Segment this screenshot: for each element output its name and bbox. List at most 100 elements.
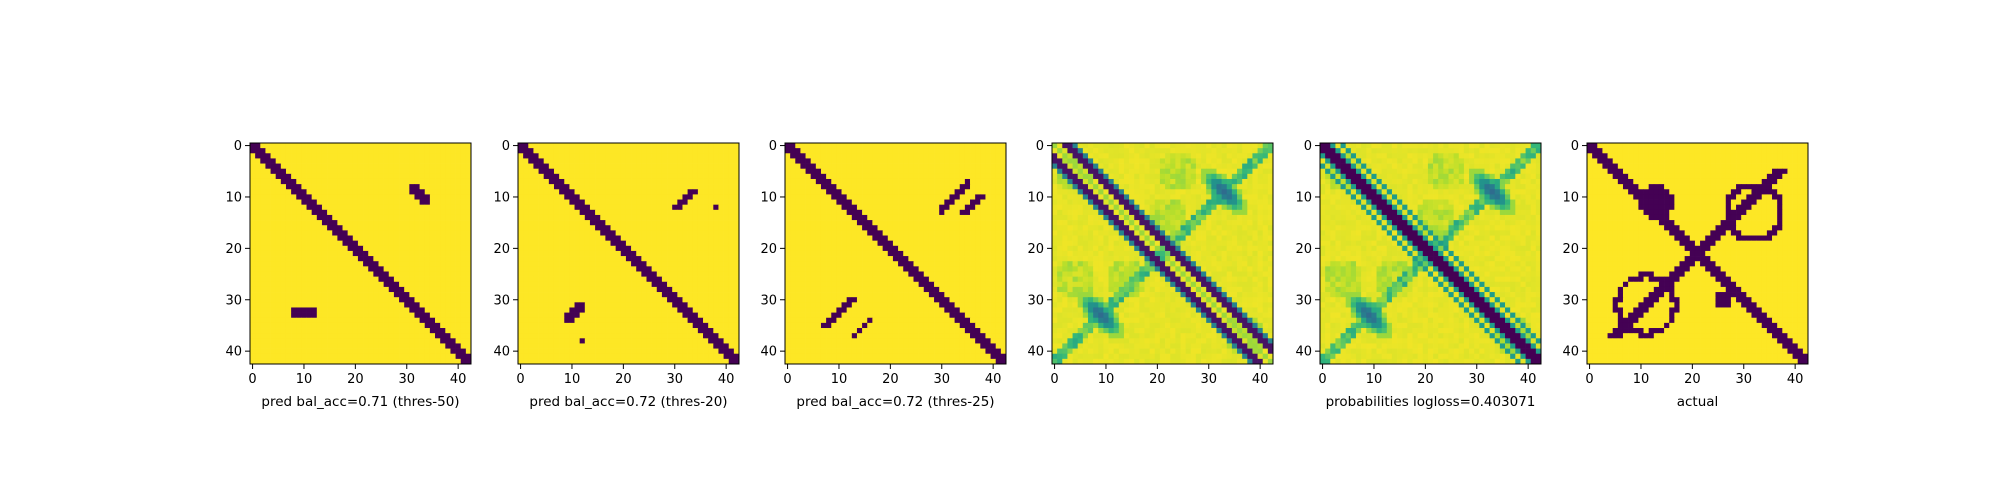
heatmap-cell: [605, 343, 611, 349]
heatmap-cell: [440, 199, 446, 206]
heatmap-cell: [877, 189, 883, 195]
heatmap-cell: [589, 312, 596, 319]
heatmap-cell: [841, 245, 848, 252]
heatmap-cell: [615, 307, 622, 313]
heatmap-cell: [352, 245, 359, 252]
heatmap-cell: [667, 204, 673, 211]
heatmap-cell: [856, 189, 863, 195]
heatmap-cell: [429, 168, 436, 175]
heatmap-cell: [424, 220, 431, 226]
heatmap-cell: [687, 348, 694, 355]
heatmap-cell: [682, 143, 688, 149]
heatmap-cell: [569, 338, 575, 344]
heatmap-cell: [342, 158, 348, 164]
heatmap-cell: [944, 235, 950, 241]
heatmap-cell: [728, 302, 735, 308]
heatmap-cell: [713, 225, 719, 231]
heatmap-cell: [661, 333, 668, 339]
heatmap-cell: [548, 353, 555, 360]
heatmap-cell: [342, 317, 348, 324]
heatmap-cell: [913, 250, 919, 257]
heatmap-cell: [543, 173, 550, 180]
heatmap-cell: [260, 322, 266, 329]
heatmap-cell: [687, 168, 694, 175]
heatmap-cell: [409, 178, 415, 185]
heatmap-cell: [528, 286, 534, 293]
heatmap-cell: [450, 256, 456, 262]
heatmap-cell: [923, 173, 930, 180]
heatmap-cell: [528, 230, 534, 236]
heatmap-cell: [460, 353, 467, 360]
heatmap-cell: [600, 204, 606, 211]
heatmap-cell: [450, 328, 456, 334]
heatmap-cell: [543, 297, 550, 303]
heatmap-cell: [342, 184, 348, 190]
heatmap-cell: [641, 214, 647, 221]
heatmap-cell: [363, 353, 369, 360]
heatmap-cell: [373, 245, 379, 252]
heatmap-cell: [975, 220, 981, 226]
heatmap-cell: [1000, 281, 1007, 288]
heatmap-cell: [455, 240, 462, 247]
heatmap-cell: [610, 143, 616, 149]
heatmap-cell: [548, 178, 555, 185]
heatmap-cell: [810, 281, 817, 288]
heatmap-cell: [291, 322, 297, 329]
heatmap-cell: [728, 276, 735, 283]
heatmap-cell: [995, 199, 1002, 206]
heatmap-cell: [949, 256, 955, 262]
heatmap-cell: [296, 266, 302, 272]
heatmap-cell: [605, 204, 611, 211]
heatmap-cell: [538, 143, 545, 149]
heatmap-cell: [595, 143, 601, 149]
heatmap-cell: [831, 168, 837, 175]
heatmap-cell: [908, 261, 914, 267]
heatmap-cell: [424, 158, 431, 164]
heatmap-cell: [291, 158, 297, 164]
heatmap-cell: [388, 281, 395, 288]
heatmap-cell: [733, 261, 740, 267]
heatmap-cell: [419, 348, 426, 355]
heatmap-cell: [255, 353, 261, 360]
heatmap-cell: [548, 343, 555, 349]
heatmap-cell: [352, 214, 359, 221]
heatmap-cell: [270, 153, 277, 159]
heatmap-cell: [363, 209, 369, 216]
heatmap-cell: [296, 153, 302, 159]
heatmap-cell: [383, 297, 390, 303]
heatmap-cell: [851, 184, 858, 190]
heatmap-cell: [620, 297, 627, 303]
heatmap-cell: [625, 225, 632, 231]
heatmap-cell: [692, 148, 699, 154]
heatmap-cell: [265, 343, 271, 349]
heatmap-cell: [265, 245, 271, 252]
heatmap-cell: [250, 178, 256, 185]
heatmap-cell: [275, 189, 282, 195]
heatmap-cell: [280, 184, 287, 190]
heatmap-cell: [677, 256, 683, 262]
heatmap-cell: [383, 312, 390, 319]
heatmap-cell: [718, 353, 724, 360]
heatmap-cell: [851, 194, 858, 200]
heatmap-cell: [270, 245, 277, 252]
heatmap-cell: [414, 230, 420, 236]
heatmap-cell: [404, 297, 410, 303]
heatmap-cell: [718, 230, 724, 236]
heatmap-cell: [800, 189, 806, 195]
heatmap-cell: [887, 163, 894, 170]
heatmap-cell: [255, 189, 261, 195]
heatmap-cell: [800, 266, 806, 272]
heatmap-cell: [661, 240, 668, 247]
heatmap-cell: [656, 286, 663, 293]
heatmap-cell: [595, 235, 601, 241]
heatmap-cell: [785, 143, 791, 149]
heatmap-cell: [841, 153, 848, 159]
heatmap-cell: [708, 230, 714, 236]
heatmap-cell: [661, 302, 668, 308]
heatmap-cell: [631, 230, 637, 236]
heatmap-cell: [548, 312, 555, 319]
heatmap-cell: [949, 266, 955, 272]
heatmap-cell: [383, 353, 390, 360]
heatmap-cell: [553, 348, 560, 355]
heatmap-cell: [677, 214, 683, 221]
